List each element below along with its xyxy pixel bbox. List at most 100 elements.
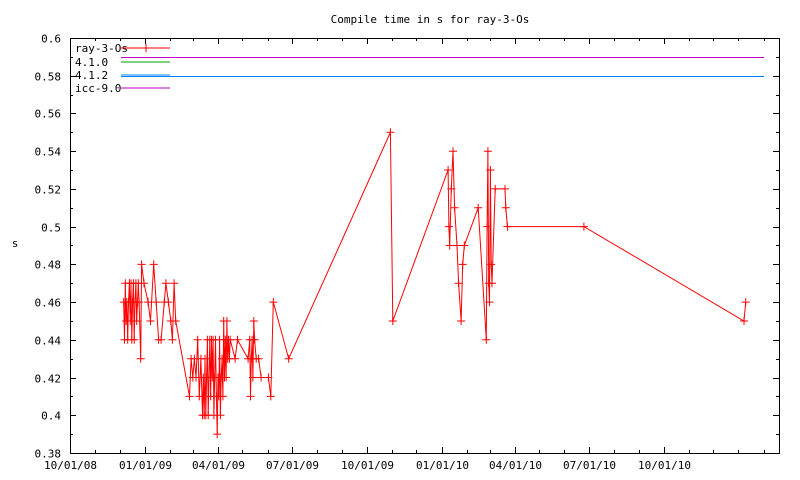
data-point — [135, 298, 144, 307]
y-axis-label: s — [12, 237, 19, 250]
y-tick-label: 0.46 — [35, 297, 62, 310]
data-point — [193, 335, 202, 344]
data-point — [284, 354, 293, 363]
legend-label: icc-9.0 — [75, 82, 121, 95]
data-point — [218, 392, 227, 401]
data-point — [483, 222, 492, 231]
data-point — [269, 298, 278, 307]
data-point — [137, 260, 146, 269]
y-tick-label: 0.6 — [41, 33, 61, 46]
legend-label: 4.1.2 — [75, 69, 108, 82]
data-point — [130, 335, 139, 344]
data-point — [491, 184, 500, 193]
data-point — [450, 203, 459, 212]
y-tick-label: 0.42 — [35, 373, 62, 386]
x-tick-label: 07/01/09 — [266, 459, 319, 472]
data-point — [152, 298, 161, 307]
data-point — [458, 260, 467, 269]
x-tick-label: 04/01/10 — [489, 459, 542, 472]
data-point — [474, 203, 483, 212]
plot-frame — [70, 38, 780, 454]
data-point — [264, 373, 273, 382]
x-tick-label: 10/01/08 — [44, 459, 97, 472]
data-point — [501, 203, 510, 212]
data-point — [149, 260, 158, 269]
data-point — [485, 298, 494, 307]
legend-label: ray-3-Os — [75, 42, 128, 55]
legend-entry-4-1-0: 4.1.0 — [75, 56, 170, 69]
data-point — [388, 317, 397, 325]
data-point — [146, 317, 155, 325]
legend: ray-3-Os 4.1.0 4.1.2 icc-9.0 — [75, 42, 170, 95]
data-point — [249, 317, 258, 325]
y-tick-label: 0.5 — [41, 222, 61, 235]
data-point — [140, 279, 148, 288]
chart-title: Compile time in s for ray-3-Os — [331, 13, 530, 26]
data-point — [222, 317, 231, 325]
data-point — [449, 147, 457, 156]
x-tick-label: 01/01/10 — [416, 459, 469, 472]
legend-label: 4.1.0 — [75, 56, 108, 69]
data-point — [454, 279, 463, 288]
data-point — [213, 430, 222, 439]
x-axis-ticks: 10/01/08 01/01/09 04/01/09 07/01/09 10/01/09… — [44, 38, 765, 472]
data-point — [453, 241, 461, 250]
data-point — [233, 335, 242, 344]
data-point — [457, 317, 466, 325]
data-point — [386, 128, 395, 137]
data-point — [170, 279, 179, 288]
x-tick-label: 01/01/09 — [119, 459, 172, 472]
y-tick-label: 0.4 — [41, 410, 61, 423]
data-point — [157, 335, 166, 344]
legend-marker — [142, 44, 150, 52]
data-point — [482, 335, 491, 344]
data-point — [132, 317, 141, 325]
data-point — [486, 166, 495, 174]
y-tick-label: 0.38 — [35, 448, 62, 461]
data-point — [483, 147, 492, 156]
data-point — [447, 184, 456, 193]
data-point — [246, 392, 255, 401]
data-point — [254, 354, 263, 363]
data-point — [226, 335, 235, 344]
data-point — [231, 354, 240, 363]
series-points — [119, 128, 750, 439]
data-point — [192, 373, 200, 382]
data-point — [222, 373, 231, 382]
data-point — [164, 298, 173, 307]
data-point — [195, 392, 204, 401]
data-point — [248, 373, 257, 382]
data-point — [168, 335, 177, 344]
data-point — [171, 317, 180, 325]
data-point — [250, 335, 259, 344]
data-point — [487, 260, 496, 269]
data-point — [579, 222, 588, 231]
legend-entry-icc-9-0: icc-9.0 — [75, 82, 170, 95]
data-point — [185, 392, 194, 401]
y-tick-label: 0.52 — [35, 184, 62, 197]
data-point — [144, 298, 153, 307]
x-tick-label: 10/01/10 — [638, 459, 691, 472]
data-point — [266, 392, 275, 401]
y-axis-ticks: 0.38 0.4 0.42 0.44 0.46 0.48 0.5 0.52 0.54 0.56 0.… — [35, 33, 779, 461]
y-tick-label: 0.54 — [35, 146, 62, 159]
y-tick-label: 0.48 — [35, 259, 62, 272]
data-point — [216, 411, 225, 420]
data-point — [445, 241, 454, 250]
data-point — [444, 166, 453, 174]
data-point — [488, 279, 496, 288]
data-point — [460, 241, 469, 250]
data-point — [741, 298, 750, 307]
legend-entry-ray-3-os: ray-3-Os — [75, 42, 170, 55]
data-point — [501, 184, 509, 193]
data-point — [201, 354, 209, 363]
data-point — [503, 222, 512, 231]
x-tick-label: 10/01/09 — [341, 459, 394, 472]
y-tick-label: 0.58 — [35, 71, 62, 84]
x-tick-label: 04/01/09 — [192, 459, 245, 472]
y-tick-label: 0.56 — [35, 108, 62, 121]
x-tick-label: 07/01/10 — [563, 459, 616, 472]
data-point — [257, 373, 266, 382]
legend-entry-4-1-2: 4.1.2 — [75, 69, 170, 82]
